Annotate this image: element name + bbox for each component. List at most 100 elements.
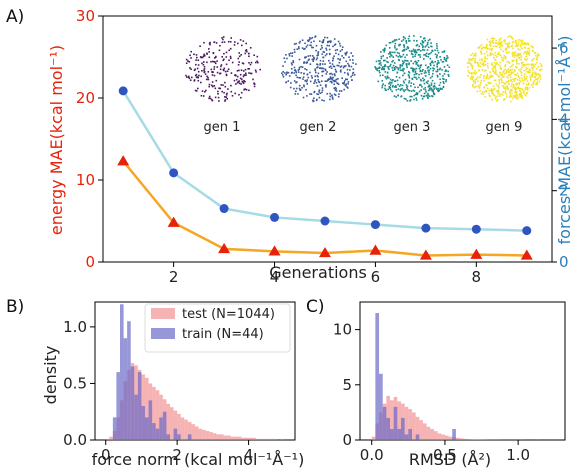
- inset-particle: [508, 96, 511, 98]
- inset-particle: [203, 66, 206, 68]
- inset-particle: [406, 54, 408, 56]
- inset-particle: [499, 54, 502, 56]
- inset-particle: [326, 71, 328, 73]
- panel-b-bar: [280, 438, 285, 440]
- inset-particle: [303, 85, 305, 88]
- panel-b-xlabel: force norm (kcal mol⁻¹Å⁻¹): [92, 450, 305, 469]
- inset-particle: [519, 77, 521, 80]
- panel-b-xtick-label: 4: [244, 446, 254, 464]
- inset-particle: [315, 58, 318, 61]
- panel-b-bar: [170, 407, 174, 440]
- inset-particle: [504, 57, 507, 60]
- inset-particle: [522, 52, 525, 55]
- inset-particle: [306, 83, 308, 85]
- inset-particle: [330, 67, 333, 69]
- inset-particle: [313, 57, 315, 60]
- inset-particle: [227, 88, 229, 90]
- inset-particle: [448, 66, 451, 68]
- inset-particle: [257, 61, 259, 64]
- panel-a-ytick-right-label: 0: [559, 253, 569, 271]
- panel-a-point: [421, 223, 431, 233]
- inset-particle: [322, 60, 325, 62]
- inset-particle: [239, 77, 242, 80]
- inset-particle: [495, 96, 497, 99]
- inset-particle: [398, 52, 400, 55]
- inset-particle: [399, 84, 402, 86]
- inset-particle: [439, 81, 442, 84]
- inset-particle: [321, 99, 323, 101]
- inset-particle: [513, 85, 515, 87]
- inset-particle: [514, 45, 517, 48]
- inset-particle: [413, 76, 416, 79]
- inset-particle: [328, 59, 330, 62]
- inset-particle: [213, 60, 215, 63]
- inset-particle: [217, 96, 220, 99]
- inset-particle: [472, 80, 475, 82]
- inset-particle: [515, 96, 517, 98]
- panel-c-bar: [415, 434, 420, 440]
- inset-particle: [481, 60, 483, 62]
- inset-particle: [511, 92, 513, 95]
- inset-particle: [527, 67, 529, 70]
- inset-particle: [230, 72, 233, 74]
- panel-b-bars: [105, 304, 285, 440]
- inset-particle: [433, 64, 435, 67]
- inset-particle: [520, 43, 522, 46]
- inset-particle: [434, 53, 437, 56]
- inset-particle: [250, 72, 253, 75]
- panel-b-bar: [123, 338, 128, 440]
- inset-particle: [299, 89, 302, 91]
- inset-particle: [522, 42, 524, 45]
- inset-particle: [494, 67, 497, 70]
- inset-particle: [248, 68, 250, 70]
- inset-particle: [241, 62, 244, 64]
- inset-particle: [399, 69, 402, 72]
- panel-b-bar: [252, 437, 256, 440]
- inset-particle: [297, 69, 300, 71]
- inset-particle: [412, 62, 415, 65]
- inset-particle: [448, 75, 450, 77]
- inset-particle: [429, 64, 432, 67]
- inset-particle: [438, 62, 440, 64]
- inset-particle: [492, 94, 495, 96]
- inset-particle: [532, 86, 534, 88]
- inset-particle: [303, 72, 305, 75]
- inset-particle: [484, 56, 486, 58]
- inset-particle: [306, 79, 308, 81]
- inset-particle: [242, 70, 245, 72]
- inset-particle: [525, 94, 527, 97]
- inset-particle: [248, 89, 250, 92]
- inset-particle: [477, 85, 480, 87]
- inset-particle: [348, 65, 350, 68]
- inset-particle: [316, 85, 319, 87]
- inset-particle: [247, 68, 249, 70]
- inset-particle: [249, 47, 252, 49]
- inset-particle: [408, 80, 411, 82]
- inset-particle: [469, 72, 471, 74]
- inset-particle: [295, 71, 298, 74]
- inset-particle: [480, 79, 482, 82]
- inset-particle: [473, 86, 476, 89]
- inset-particle: [316, 93, 318, 95]
- inset-particle: [500, 48, 502, 51]
- inset-particle: [378, 70, 380, 72]
- inset-particle: [347, 82, 349, 85]
- inset-particle: [520, 80, 522, 83]
- inset-particle: [303, 62, 305, 64]
- inset-particle: [422, 80, 425, 82]
- inset-particle: [437, 62, 439, 64]
- inset-particle: [352, 68, 355, 70]
- inset-particle: [219, 44, 221, 47]
- inset-particle: [439, 88, 442, 90]
- panel-b-bar: [173, 410, 178, 440]
- inset-particle: [492, 53, 495, 56]
- inset-particle: [525, 52, 527, 54]
- inset-particle: [208, 97, 210, 100]
- inset-particle: [321, 47, 323, 49]
- inset-particle: [402, 39, 405, 41]
- inset-particle: [324, 68, 327, 71]
- inset-particle: [425, 91, 427, 93]
- inset-particle: [513, 56, 516, 58]
- inset-particle: [286, 57, 288, 60]
- inset-particle: [402, 89, 405, 91]
